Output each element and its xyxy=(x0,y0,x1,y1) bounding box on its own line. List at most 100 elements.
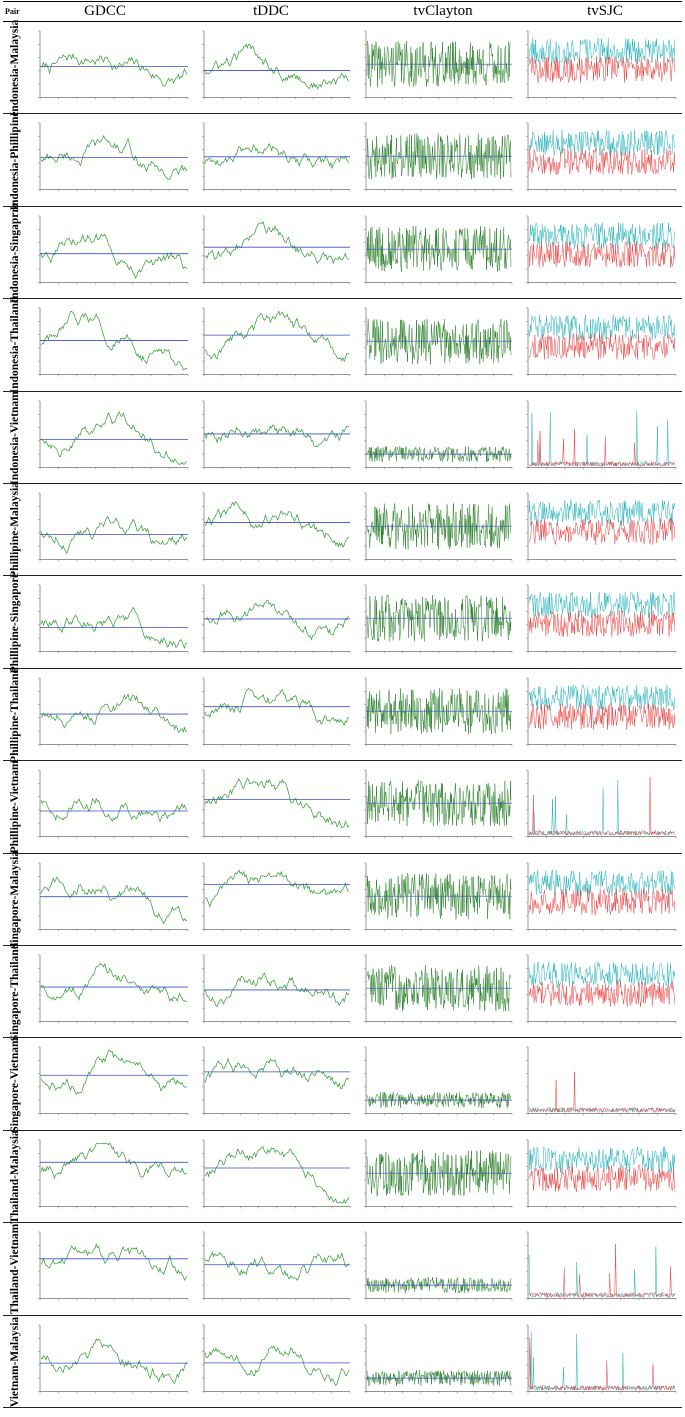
panel-thailand-vietnam-tvclayton xyxy=(364,1231,513,1301)
series-line xyxy=(204,1057,350,1090)
panel-indonesia-phillipine-tddc xyxy=(202,123,351,192)
panel-indonesia-phillipine-gdcc xyxy=(38,123,189,192)
axis-frame xyxy=(39,585,188,653)
series-line-cyan xyxy=(528,684,676,712)
series-line xyxy=(40,693,188,733)
axis-frame xyxy=(527,1047,676,1115)
series-line-cyan xyxy=(528,1145,676,1174)
series-line xyxy=(204,310,350,363)
panel-phillipine-vietnam-gdcc xyxy=(38,769,189,839)
row-label-indonesia-vietnam: Indonesia-Vietnam xyxy=(9,391,21,485)
series-line xyxy=(40,1243,188,1282)
row-label-singapore-malaysia: Singapore-Malaysia xyxy=(9,850,21,949)
series-line xyxy=(366,595,512,642)
panel-phillipine-thailand-tvclayton xyxy=(364,677,513,747)
series-line xyxy=(204,424,350,447)
axis-frame xyxy=(39,123,188,191)
axis-frame xyxy=(527,123,676,191)
series-line-cyan xyxy=(528,130,676,157)
panel-singapore-malaysia-tvsjc xyxy=(526,862,677,931)
panel-phillipine-malaysia-gdcc xyxy=(38,492,189,562)
axis-frame xyxy=(527,770,676,837)
panel-thailand-malaysia-gdcc xyxy=(38,1139,189,1209)
axis-frame xyxy=(365,308,512,375)
row-separator xyxy=(3,852,682,854)
series-line xyxy=(366,1277,512,1294)
series-line xyxy=(204,220,350,265)
panel-indonesia-singaprre-gdcc xyxy=(38,215,189,285)
series-line-cyan xyxy=(528,222,676,249)
axis-frame xyxy=(203,30,350,98)
panel-singapore-thailand-gdcc xyxy=(38,954,189,1024)
axis-frame xyxy=(203,677,350,745)
panel-phillipine-thailand-gdcc xyxy=(38,677,189,747)
axis-frame xyxy=(203,1047,350,1115)
top-rule xyxy=(3,1,682,2)
row-label-thailand-malaysia: Thailand-Malaysia xyxy=(9,1130,21,1224)
panel-singapore-vietnam-tvclayton xyxy=(364,1047,513,1116)
row-separator xyxy=(3,390,682,392)
axis-frame xyxy=(39,770,188,837)
series-line xyxy=(40,410,188,465)
panel-phillipine-malaysia-tddc xyxy=(202,492,351,562)
panel-indonesia-phillipine-tvclayton xyxy=(364,123,513,192)
axis-frame xyxy=(527,400,676,468)
panel-phillipine-malaysia-tvsjc xyxy=(526,492,677,562)
series-line xyxy=(204,869,350,908)
axis-frame xyxy=(365,400,512,468)
axis-frame xyxy=(203,123,350,191)
series-line xyxy=(40,311,188,371)
axis-frame xyxy=(527,1324,676,1392)
panel-vietnam-malaysia-tvsjc xyxy=(526,1324,677,1393)
panel-phillipine-vietnam-tvsjc xyxy=(526,769,677,839)
series-line xyxy=(366,780,512,827)
series-line xyxy=(366,318,512,365)
row-label-indonesia-phillipine: Indonesia-Phillipine xyxy=(9,111,21,211)
axis-frame xyxy=(39,954,188,1022)
series-line xyxy=(40,52,188,87)
row-label-indonesia-malaysia: Indonesia-Malaysia xyxy=(9,19,21,117)
row-label-phillipine-thailand: Phillipine-Thailand xyxy=(9,667,21,763)
row-separator xyxy=(3,483,682,484)
series-line-red xyxy=(528,702,676,730)
row-separator xyxy=(3,1037,682,1039)
panel-indonesia-thailand-tvclayton xyxy=(364,307,513,377)
axis-frame xyxy=(203,1324,350,1392)
series-line xyxy=(40,797,188,823)
panel-indonesia-malaysia-tvclayton xyxy=(364,30,513,100)
row-separator xyxy=(3,1407,682,1408)
panel-thailand-malaysia-tvclayton xyxy=(364,1139,513,1209)
axis-frame xyxy=(203,492,350,560)
row-label-phillipine-malaysia: Phillipine-Malaysia xyxy=(9,482,21,579)
axis-frame xyxy=(39,1324,188,1392)
panel-indonesia-vietnam-tvsjc xyxy=(526,400,677,469)
panel-thailand-malaysia-tvsjc xyxy=(526,1139,677,1209)
axis-frame xyxy=(39,1047,188,1115)
panel-vietnam-malaysia-tvclayton xyxy=(364,1324,513,1393)
panel-phillipine-thailand-tddc xyxy=(202,677,351,747)
panel-indonesia-thailand-gdcc xyxy=(38,307,189,377)
panel-indonesia-singaprre-tvclayton xyxy=(364,215,513,285)
panel-indonesia-phillipine-tvsjc xyxy=(526,123,677,192)
series-line-red xyxy=(528,428,676,467)
series-line-red xyxy=(528,147,676,176)
row-separator xyxy=(3,667,682,669)
axis-frame xyxy=(527,492,676,560)
panel-indonesia-malaysia-tvsjc xyxy=(526,30,677,100)
series-line xyxy=(366,872,512,919)
series-line xyxy=(366,503,512,550)
panel-phillipine-singapore-tvclayton xyxy=(364,585,513,654)
panel-thailand-malaysia-tddc xyxy=(202,1139,351,1209)
row-label-indonesia-thailand: Indonesia-Thailand xyxy=(9,297,21,394)
panel-phillipine-vietnam-tvclayton xyxy=(364,769,513,839)
panel-indonesia-thailand-tvsjc xyxy=(526,307,677,377)
series-line xyxy=(40,962,188,1003)
series-line xyxy=(204,687,350,726)
series-line xyxy=(204,501,350,548)
series-line-red xyxy=(528,777,676,837)
column-header-tvclayton: tvClayton xyxy=(413,3,473,19)
series-line xyxy=(204,1146,350,1204)
series-line xyxy=(40,1337,188,1384)
panel-thailand-vietnam-tddc xyxy=(202,1231,351,1301)
